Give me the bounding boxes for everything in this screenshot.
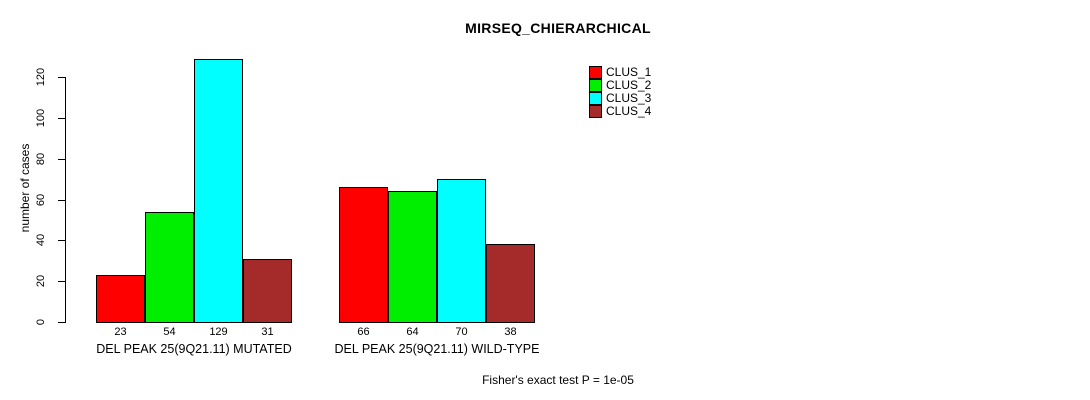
y-axis-tick <box>58 281 65 282</box>
legend-row-clus_3: CLUS_3 <box>589 92 651 105</box>
y-axis-tick-label: 0 <box>35 318 47 326</box>
y-axis-tick <box>58 118 65 119</box>
bar-clus_3-group1 <box>194 59 243 323</box>
y-axis-tick <box>58 322 65 323</box>
legend-label: CLUS_2 <box>606 78 652 92</box>
y-axis-tick-label: 40 <box>35 233 47 247</box>
y-axis-tick-label: 120 <box>35 67 47 87</box>
group-label: DEL PEAK 25(9Q21.11) MUTATED <box>96 342 292 356</box>
bar-value-label: 31 <box>261 326 274 338</box>
y-axis-tick-label: 20 <box>35 274 47 288</box>
y-axis-tick <box>58 77 65 78</box>
bar-value-label: 70 <box>455 326 468 338</box>
legend-swatch-icon <box>589 79 602 92</box>
legend-swatch-icon <box>589 105 602 118</box>
legend-label: CLUS_4 <box>606 104 652 118</box>
y-axis-tick-label: 80 <box>35 152 47 166</box>
legend-label: CLUS_1 <box>606 65 652 79</box>
bar-value-label: 23 <box>114 326 127 338</box>
y-axis-tick-label: 100 <box>35 108 47 128</box>
legend-row-clus_1: CLUS_1 <box>589 66 651 79</box>
group-label: DEL PEAK 25(9Q21.11) WILD-TYPE <box>334 342 540 356</box>
bar-value-label: 54 <box>163 326 176 338</box>
bar-clus_1-group2 <box>339 187 388 323</box>
bar-value-label: 38 <box>504 326 517 338</box>
bar-clus_2-group1 <box>145 212 194 323</box>
legend: CLUS_1 CLUS_2 CLUS_3 CLUS_4 <box>589 66 651 118</box>
bar-value-label: 129 <box>209 326 228 338</box>
chart-title: MIRSEQ_CHIERARCHICAL <box>465 20 651 36</box>
y-axis-tick <box>58 200 65 201</box>
bar-value-label: 66 <box>357 326 370 338</box>
y-axis-tick-label: 60 <box>35 193 47 207</box>
y-axis-line <box>65 77 66 323</box>
bar-clus_1-group1 <box>96 275 145 323</box>
y-axis-tick <box>58 159 65 160</box>
legend-row-clus_4: CLUS_4 <box>589 105 651 118</box>
legend-swatch-icon <box>589 66 602 79</box>
bar-clus_4-group1 <box>243 259 292 323</box>
legend-label: CLUS_3 <box>606 91 652 105</box>
legend-swatch-icon <box>589 92 602 105</box>
bar-value-label: 64 <box>406 326 419 338</box>
footnote-text: Fisher's exact test P = 1e-05 <box>482 373 634 387</box>
y-axis-tick <box>58 240 65 241</box>
bar-clus_2-group2 <box>388 191 437 323</box>
legend-row-clus_2: CLUS_2 <box>589 79 651 92</box>
y-axis-label: number of cases <box>18 143 32 233</box>
bar-clus_4-group2 <box>486 244 535 323</box>
bar-clus_3-group2 <box>437 179 486 323</box>
